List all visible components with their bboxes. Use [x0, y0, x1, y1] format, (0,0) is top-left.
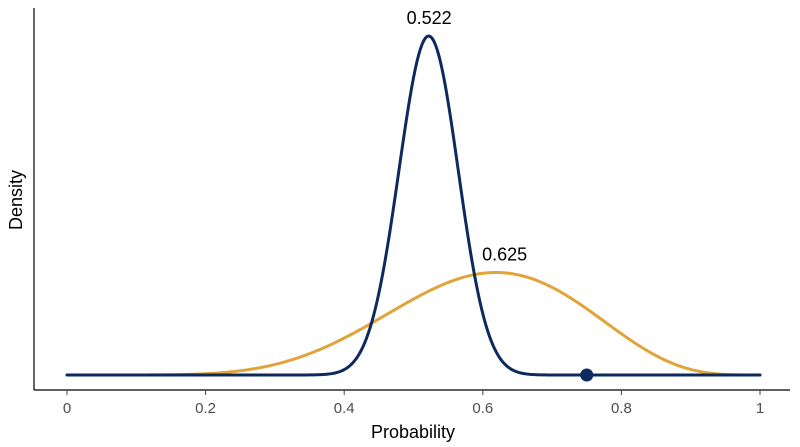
x-tick-label: 0.6 — [472, 400, 493, 417]
axes — [33, 8, 790, 391]
x-tick-label: 0 — [63, 400, 71, 417]
density-curve-2 — [65, 271, 762, 377]
density-curve-1 — [65, 34, 762, 377]
x-tick-label: 0.4 — [334, 400, 355, 417]
x-axis-ticks: 0 0.2 0.4 0.6 0.8 1 — [63, 390, 764, 417]
data-point — [580, 368, 594, 382]
x-tick-label: 0.2 — [195, 400, 216, 417]
x-tick-label: 1 — [756, 400, 764, 417]
x-tick-label: 0.8 — [611, 400, 632, 417]
data-points — [580, 368, 594, 382]
peak-label-1: 0.522 — [407, 8, 452, 28]
peak-label-2: 0.625 — [482, 245, 527, 265]
y-axis-title: Density — [6, 170, 26, 230]
x-axis-title: Probability — [371, 422, 455, 442]
density-curves — [65, 34, 762, 377]
peak-labels: 0.522 0.625 — [407, 8, 528, 265]
